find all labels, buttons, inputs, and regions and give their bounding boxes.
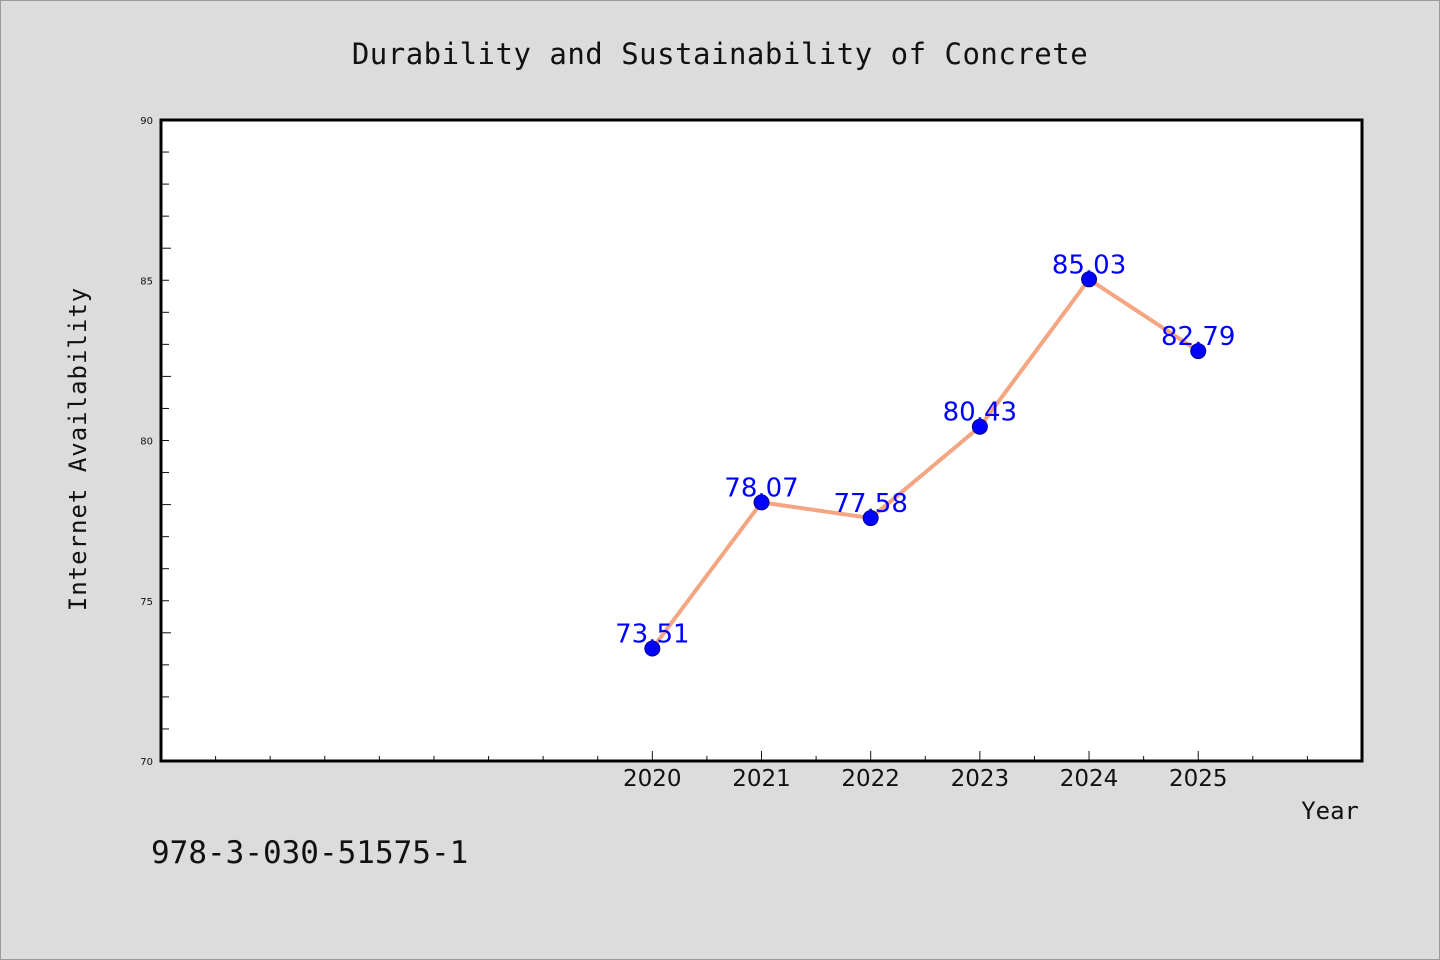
data-point bbox=[753, 494, 770, 511]
plot-border bbox=[159, 118, 1364, 763]
y-tick-label: 80 bbox=[140, 437, 153, 448]
data-point bbox=[971, 418, 988, 435]
plot-area bbox=[161, 120, 1362, 761]
data-label: 80.43 bbox=[943, 398, 1017, 428]
data-label: 85.03 bbox=[1052, 250, 1126, 280]
data-point bbox=[644, 640, 661, 657]
data-label: 77.58 bbox=[833, 489, 907, 519]
data-point bbox=[1081, 271, 1098, 288]
y-tick-label: 75 bbox=[140, 597, 153, 608]
x-tick-label: 2024 bbox=[1060, 766, 1119, 792]
x-axis-label: Year bbox=[1301, 797, 1359, 825]
data-label: 73.51 bbox=[615, 620, 689, 650]
y-tick-label: 70 bbox=[140, 757, 153, 768]
chart-title: Durability and Sustainability of Concret… bbox=[351, 37, 1089, 71]
data-point bbox=[1190, 343, 1207, 360]
x-tick-label: 2021 bbox=[732, 766, 791, 792]
isbn-text: 978-3-030-51575-1 bbox=[151, 835, 469, 871]
y-tick-label: 90 bbox=[140, 116, 153, 127]
y-tick-label: 85 bbox=[140, 276, 153, 287]
data-label: 78.07 bbox=[724, 473, 798, 503]
x-tick-label: 2023 bbox=[951, 766, 1010, 792]
series-line bbox=[650, 277, 1200, 650]
x-tick-label: 2025 bbox=[1169, 766, 1228, 792]
x-tick-label: 2022 bbox=[841, 766, 900, 792]
data-point bbox=[862, 510, 879, 527]
x-tick-label: 2020 bbox=[623, 766, 682, 792]
data-label: 82.79 bbox=[1161, 322, 1235, 352]
